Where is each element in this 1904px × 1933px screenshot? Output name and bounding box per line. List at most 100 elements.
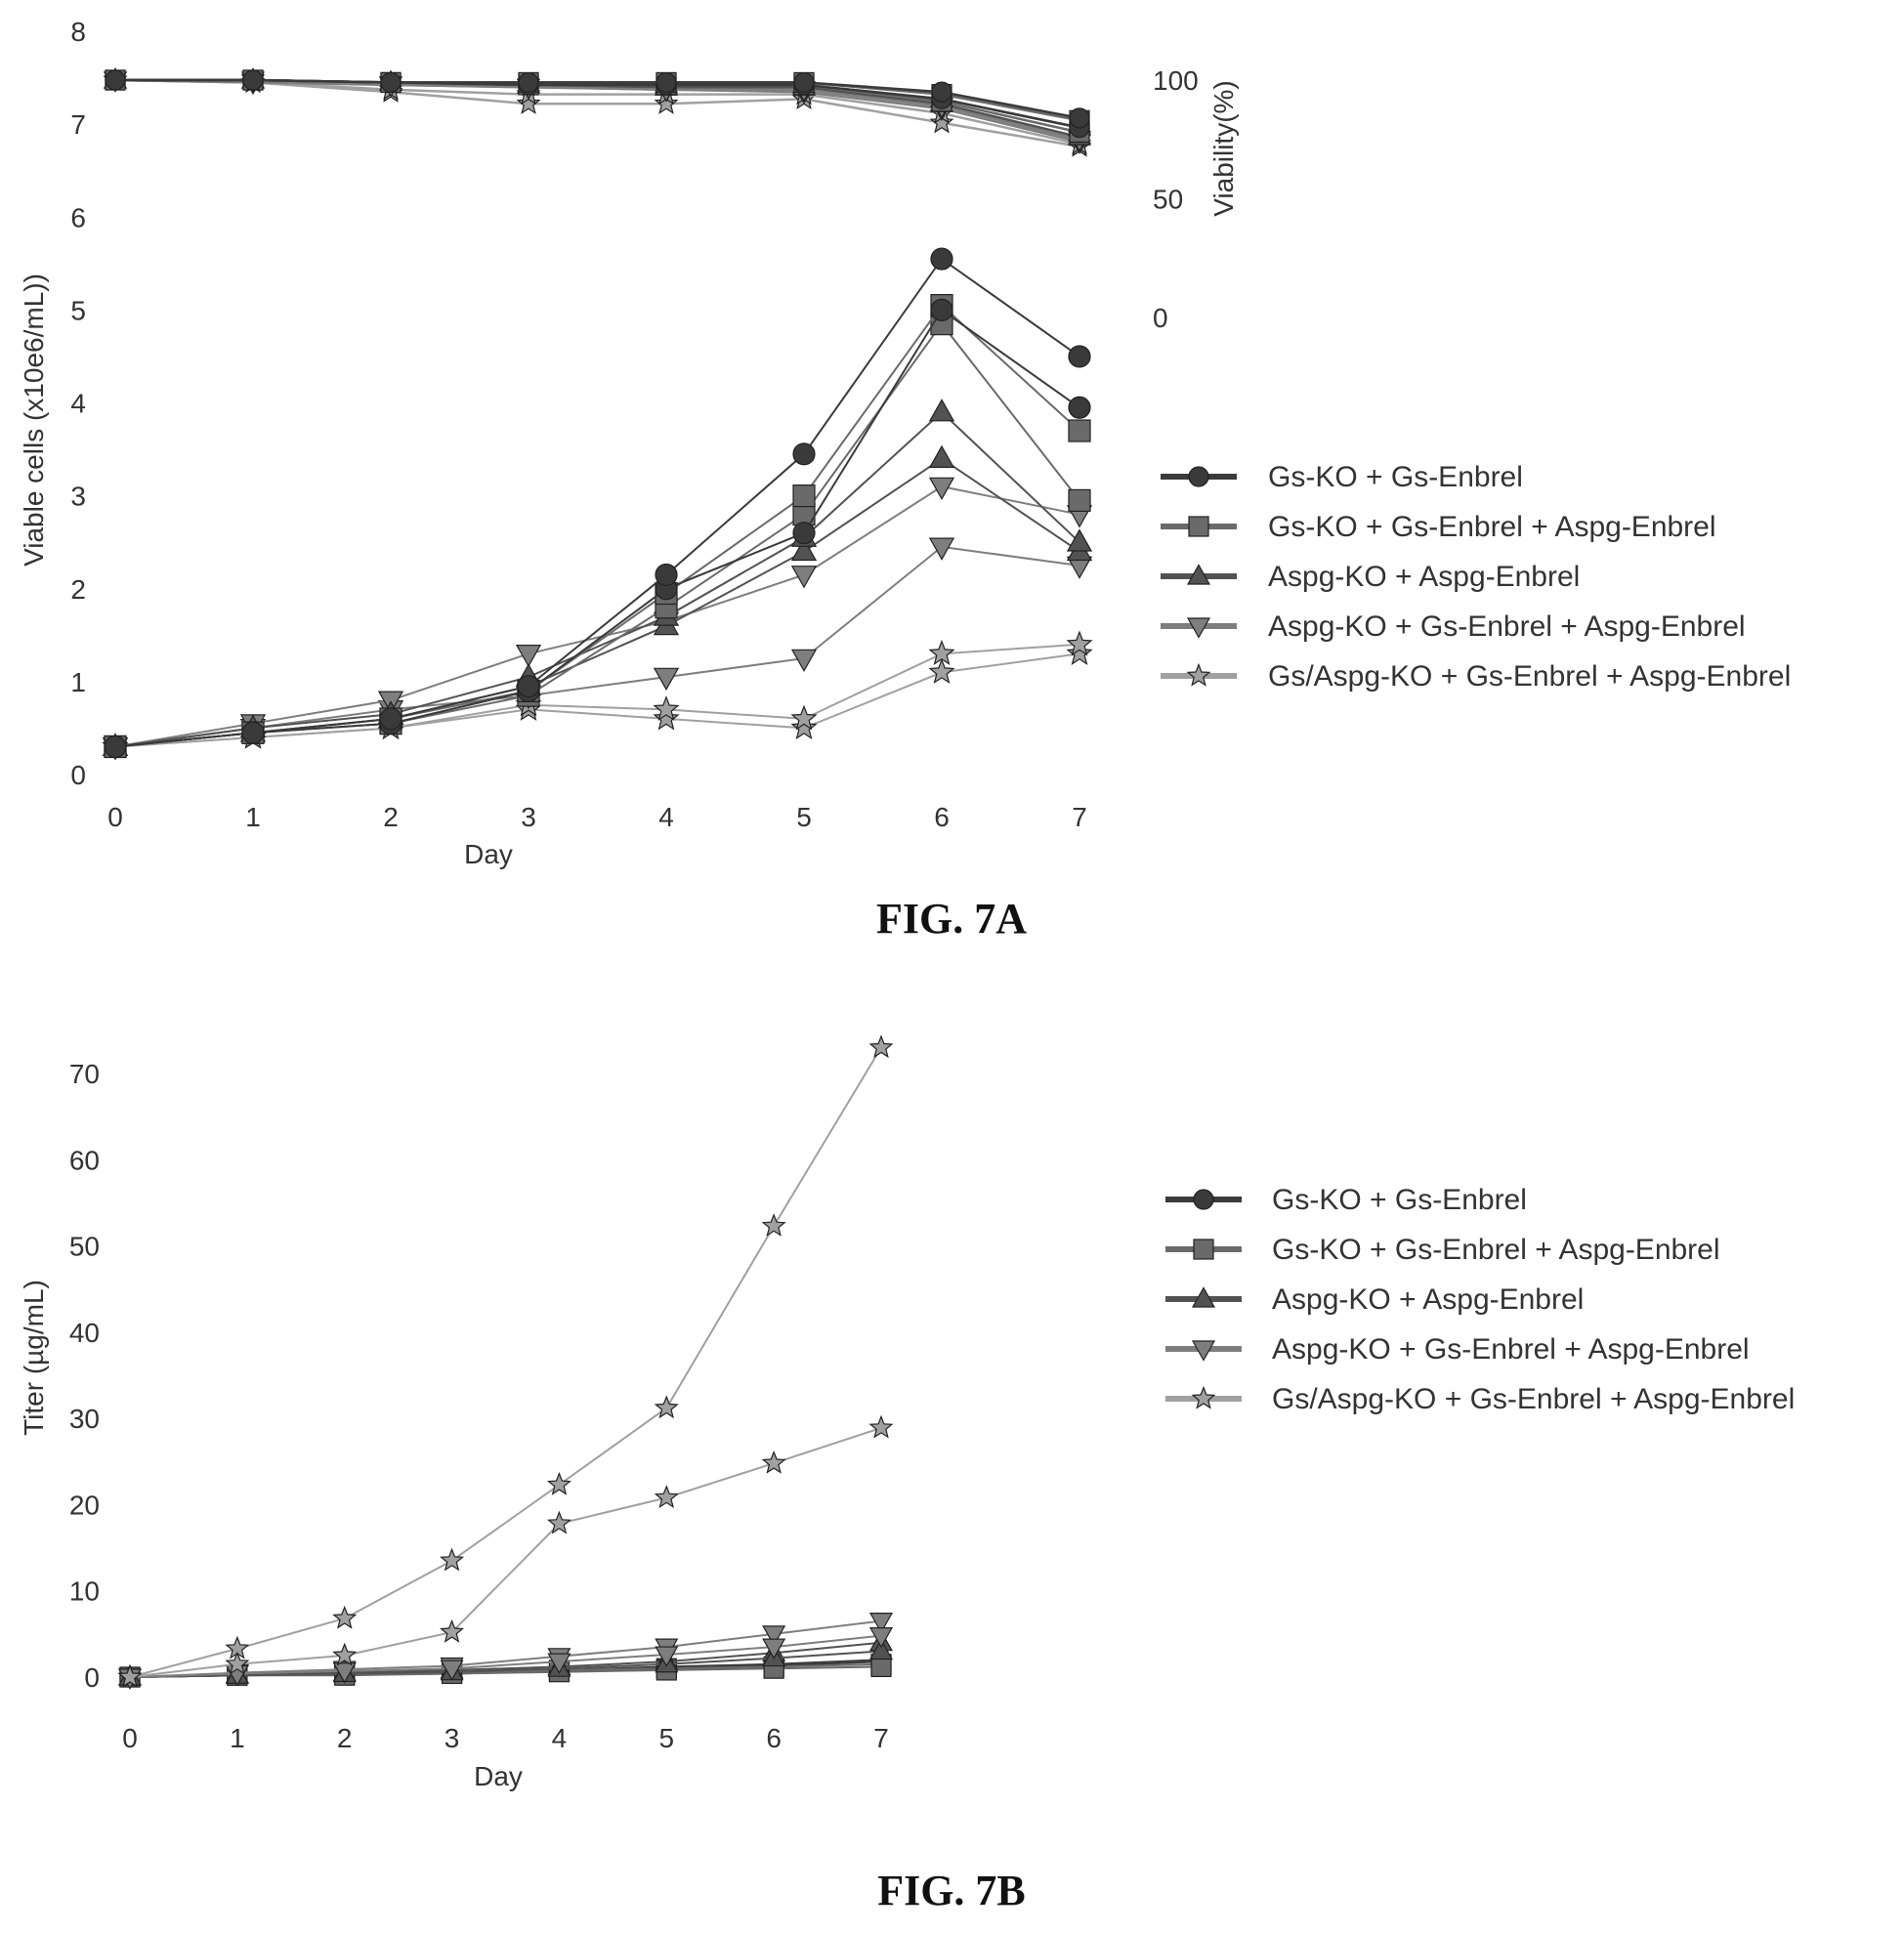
cell-series-point <box>1066 630 1093 656</box>
titer-series-point <box>762 1638 786 1660</box>
cell-series-point <box>653 704 680 731</box>
legend-entry: Aspg-KO + Aspg-Enbrel <box>1161 561 1580 593</box>
y-tick-label: 3 <box>70 482 86 512</box>
legend-swatch-marker <box>1188 516 1209 537</box>
x-tick-label: 0 <box>107 802 123 832</box>
viability-series-point <box>654 91 679 114</box>
y-tick-label: 30 <box>69 1404 100 1434</box>
x-tick-label: 2 <box>383 802 399 832</box>
y-tick-label: 50 <box>69 1232 100 1262</box>
cell-series-point <box>792 442 816 466</box>
x-tick-label: 6 <box>766 1723 782 1753</box>
viability-series-point <box>242 69 264 91</box>
titer-series-point <box>547 1653 571 1674</box>
viability-series-point <box>931 81 952 103</box>
figure-caption-7b: FIG. 7B <box>877 1867 1026 1914</box>
viability-series-point <box>516 91 541 114</box>
cell-series-point <box>515 644 542 668</box>
y2-tick-label: 100 <box>1153 65 1199 96</box>
x-tick-label: 1 <box>230 1723 245 1753</box>
legend-label: Gs/Aspg-KO + Gs-Enbrel + Aspg-Enbrel <box>1268 660 1791 693</box>
legend-entry: Gs-KO + Gs-Enbrel <box>1165 1184 1527 1216</box>
titer-series-point <box>225 1651 250 1675</box>
cell-series-point <box>928 444 955 468</box>
x-axis-label: Day <box>464 839 513 869</box>
legend-7b: Gs-KO + Gs-Enbrel Gs-KO + Gs-Enbrel + Asp… <box>1165 1184 1795 1415</box>
x-tick-label: 5 <box>658 1723 674 1753</box>
cell-series-point <box>1068 345 1091 368</box>
x-tick-label: 1 <box>245 802 261 832</box>
chart-7b: Day Titer (µg/mL) 0 10 20 30 40 50 60 70 0 1 2 3 4 5 6… <box>19 1034 1795 1914</box>
viability-series-point <box>105 69 126 91</box>
titer-series-point <box>868 1414 894 1439</box>
legend-swatch-marker <box>1186 662 1211 687</box>
cell-series-point <box>379 707 402 731</box>
legend-swatch-marker <box>1193 1239 1214 1260</box>
titer-series-line <box>129 1619 882 1678</box>
x-tick-label: 2 <box>337 1723 353 1753</box>
titer-series-point <box>546 1510 571 1534</box>
cell-series-point <box>241 721 265 744</box>
x-tick-label: 4 <box>658 802 674 832</box>
cell-series-point <box>1066 528 1093 552</box>
y-axis-label: Titer (µg/mL) <box>19 1280 49 1436</box>
viability-series-line <box>115 78 1080 120</box>
x-tick-label: 3 <box>444 1723 460 1753</box>
cell-series-point <box>928 477 955 500</box>
titer-series-point <box>761 1213 786 1237</box>
x-tick-label: 6 <box>934 802 950 832</box>
x-tick-label: 3 <box>521 802 536 832</box>
titer-series-point <box>868 1627 894 1649</box>
x-tick-label: 7 <box>1072 802 1087 832</box>
cell-series-point <box>1066 640 1093 665</box>
cell-series-point <box>655 563 678 587</box>
legend-swatch-marker <box>1191 1286 1216 1308</box>
y-tick-label: 4 <box>70 389 86 419</box>
titer-series-point <box>868 1638 894 1660</box>
cell-series-point <box>790 566 818 589</box>
cell-series-point <box>792 522 816 545</box>
y-tick-label: 0 <box>70 760 86 790</box>
viability-series-point <box>518 71 539 94</box>
cell-series-point <box>790 704 818 731</box>
legend-label: Gs-KO + Gs-Enbrel <box>1268 461 1523 493</box>
cell-series-point <box>790 714 818 740</box>
y-tick-label: 8 <box>70 17 86 47</box>
legend-label: Aspg-KO + Aspg-Enbrel <box>1272 1283 1584 1316</box>
y-tick-label: 20 <box>69 1490 100 1520</box>
legend-entry: Aspg-KO + Gs-Enbrel + Aspg-Enbrel <box>1161 610 1746 643</box>
legend-swatch-marker <box>1191 1385 1216 1409</box>
viability-series-point <box>793 71 815 94</box>
y2-axis-label: Viability(%) <box>1208 80 1239 217</box>
titer-series-point <box>440 1660 464 1681</box>
cell-series-point <box>1068 419 1091 442</box>
titer-series-point <box>870 1656 892 1678</box>
cell-series-line <box>114 457 1080 748</box>
cell-series-point <box>790 649 818 672</box>
titer-series-point <box>654 1485 679 1509</box>
y-tick-label: 0 <box>84 1662 100 1693</box>
titer-series-point <box>546 1471 571 1495</box>
x-axis-label: Day <box>474 1761 523 1791</box>
titer-series-point <box>117 1663 143 1688</box>
titer-series-point <box>868 1613 894 1634</box>
figure-caption-7a: FIG. 7A <box>876 895 1027 943</box>
legend-entry: Gs-KO + Gs-Enbrel <box>1161 461 1523 493</box>
y-tick-label: 60 <box>69 1145 100 1175</box>
viability-series-point <box>1069 107 1090 129</box>
cell-series-line <box>114 485 1080 748</box>
y-tick-label: 7 <box>70 109 86 140</box>
cell-series-line <box>114 643 1080 748</box>
titer-series-point <box>761 1450 786 1474</box>
legend-swatch-marker <box>1188 466 1209 487</box>
titer-series-point <box>332 1642 358 1666</box>
legend-entry: Aspg-KO + Aspg-Enbrel <box>1165 1283 1584 1316</box>
titer-series-point <box>332 1605 358 1629</box>
y-axis-label: Viable cells (x10e6/mL)) <box>19 273 49 567</box>
legend-swatch-marker <box>1191 1340 1216 1362</box>
viability-series-point <box>929 109 954 134</box>
cell-series-point <box>928 399 955 422</box>
y2-tick-label: 50 <box>1153 185 1183 215</box>
y-tick-label: 2 <box>70 574 86 605</box>
titer-series-point <box>654 1395 679 1419</box>
